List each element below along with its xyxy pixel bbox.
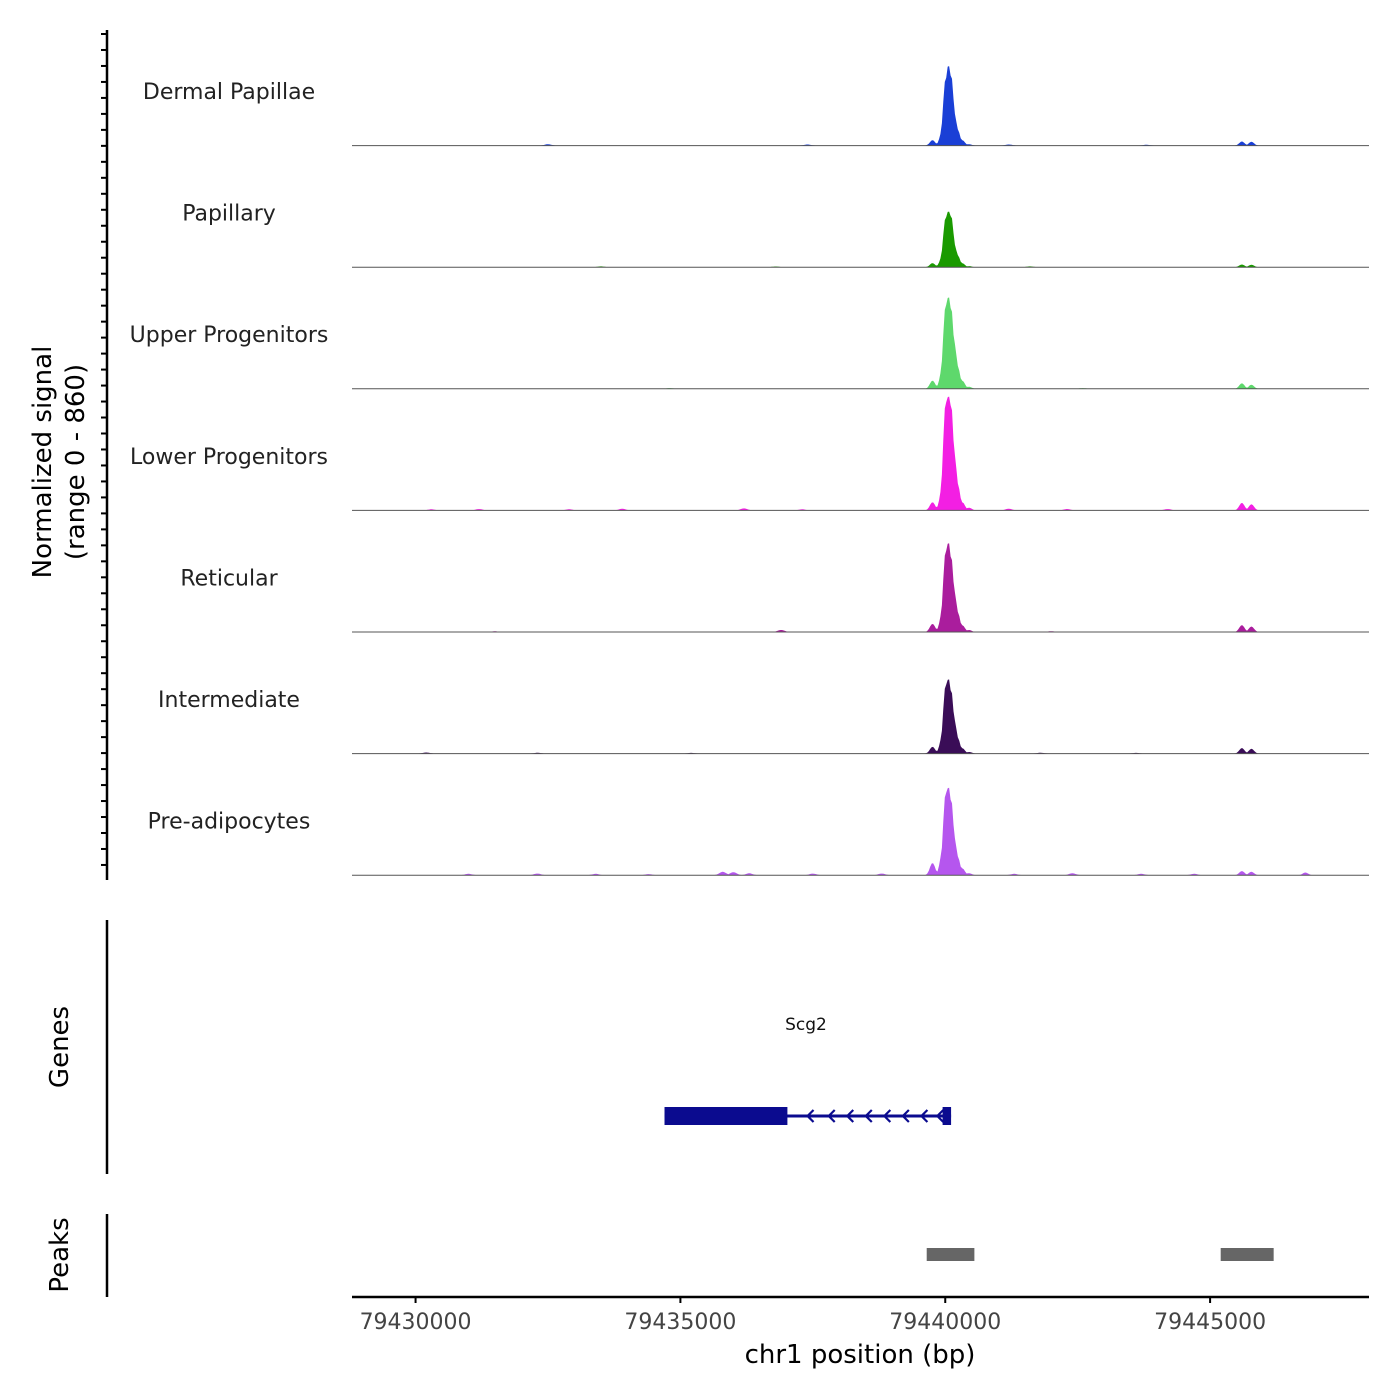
x-axis: 79430000 79435000 79440000 79445000 bbox=[352, 1295, 1369, 1335]
track-label: Lower Progenitors bbox=[130, 445, 328, 470]
track-dermal-papillae: Dermal Papillae bbox=[143, 66, 1369, 147]
coverage-area bbox=[352, 297, 1369, 389]
track-papillary: Papillary bbox=[182, 202, 1369, 268]
strand-arrow bbox=[864, 1109, 873, 1123]
x-tick-label: 79430000 bbox=[360, 1310, 472, 1335]
peak-range bbox=[1220, 1248, 1274, 1261]
coverage-y-axis bbox=[101, 30, 109, 880]
gene-exon bbox=[664, 1107, 788, 1125]
y-axis-label: Normalized signal bbox=[28, 346, 58, 579]
track-label: Reticular bbox=[180, 566, 278, 591]
peaks-panel bbox=[105, 1214, 1274, 1297]
x-tick-label: 79445000 bbox=[1154, 1310, 1266, 1335]
strand-arrow bbox=[935, 1109, 945, 1123]
strand-arrow bbox=[882, 1109, 892, 1123]
strand-arrow bbox=[827, 1109, 836, 1123]
coverage-area bbox=[352, 543, 1369, 632]
coverage-area bbox=[352, 679, 1369, 754]
y-axis-label-range: (range 0 - 860) bbox=[61, 364, 91, 560]
track-label: Intermediate bbox=[158, 688, 300, 713]
gene-exon bbox=[942, 1107, 952, 1125]
coverage-tracks: Dermal Papillae Papillary Upper Progenitor… bbox=[130, 66, 1369, 876]
track-intermediate: Intermediate bbox=[158, 679, 1369, 755]
track-label: Pre-adipocytes bbox=[148, 810, 311, 835]
coverage-area bbox=[352, 66, 1369, 146]
strand-arrow bbox=[845, 1109, 855, 1123]
coverage-area bbox=[352, 787, 1369, 876]
strand-arrow bbox=[901, 1109, 910, 1123]
gene-label: Scg2 bbox=[785, 1015, 827, 1035]
strand-arrow bbox=[805, 1109, 815, 1123]
gene-scg2: Scg2 bbox=[664, 1015, 952, 1125]
track-label: Dermal Papillae bbox=[143, 80, 315, 105]
genes-axis-label: Genes bbox=[45, 1006, 75, 1088]
x-axis-label: chr1 position (bp) bbox=[745, 1340, 976, 1370]
track-lower-progenitors: Lower Progenitors bbox=[130, 396, 1369, 511]
coverage-area bbox=[352, 396, 1369, 511]
track-reticular: Reticular bbox=[180, 543, 1369, 633]
track-upper-progenitors: Upper Progenitors bbox=[130, 297, 1369, 390]
genes-panel: Scg2 bbox=[105, 920, 952, 1174]
strand-arrow bbox=[919, 1109, 929, 1123]
x-tick-label: 79435000 bbox=[624, 1310, 736, 1335]
x-tick-label: 79440000 bbox=[889, 1310, 1001, 1335]
coverage-area bbox=[352, 211, 1369, 268]
peak-range bbox=[926, 1248, 975, 1261]
peaks-axis-label: Peaks bbox=[45, 1217, 75, 1292]
track-pre-adipocytes: Pre-adipocytes bbox=[148, 787, 1369, 876]
track-label: Upper Progenitors bbox=[130, 323, 329, 348]
track-label: Papillary bbox=[182, 202, 276, 227]
